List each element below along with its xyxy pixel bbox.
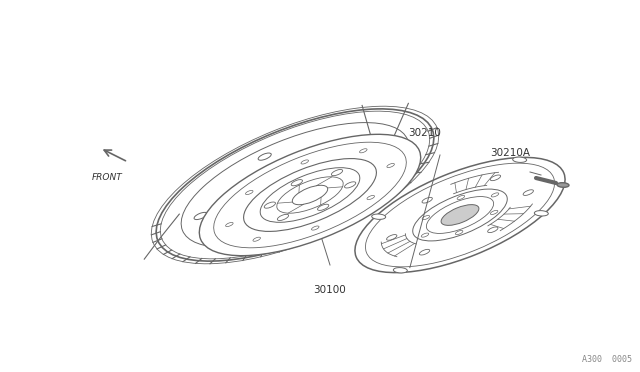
Ellipse shape xyxy=(513,157,527,163)
Ellipse shape xyxy=(534,211,548,216)
Ellipse shape xyxy=(199,134,420,256)
Ellipse shape xyxy=(244,158,376,231)
Ellipse shape xyxy=(156,109,434,261)
Ellipse shape xyxy=(355,157,565,273)
Ellipse shape xyxy=(557,183,569,187)
Text: A300  0005: A300 0005 xyxy=(582,355,632,364)
Text: FRONT: FRONT xyxy=(92,173,123,183)
Ellipse shape xyxy=(372,214,386,219)
Ellipse shape xyxy=(394,267,407,273)
Text: 30100: 30100 xyxy=(314,285,346,295)
Text: 30210: 30210 xyxy=(408,128,441,138)
Ellipse shape xyxy=(413,189,508,241)
Ellipse shape xyxy=(441,205,479,225)
Text: 30210A: 30210A xyxy=(490,148,530,158)
